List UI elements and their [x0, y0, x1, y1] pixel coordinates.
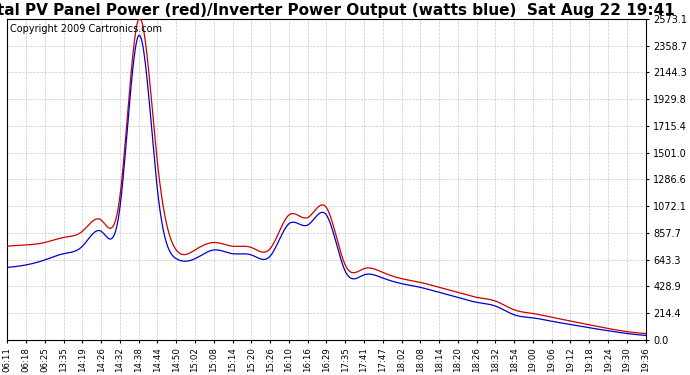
Text: Copyright 2009 Cartronics.com: Copyright 2009 Cartronics.com — [10, 24, 162, 34]
Title: Total PV Panel Power (red)/Inverter Power Output (watts blue)  Sat Aug 22 19:41: Total PV Panel Power (red)/Inverter Powe… — [0, 3, 675, 18]
